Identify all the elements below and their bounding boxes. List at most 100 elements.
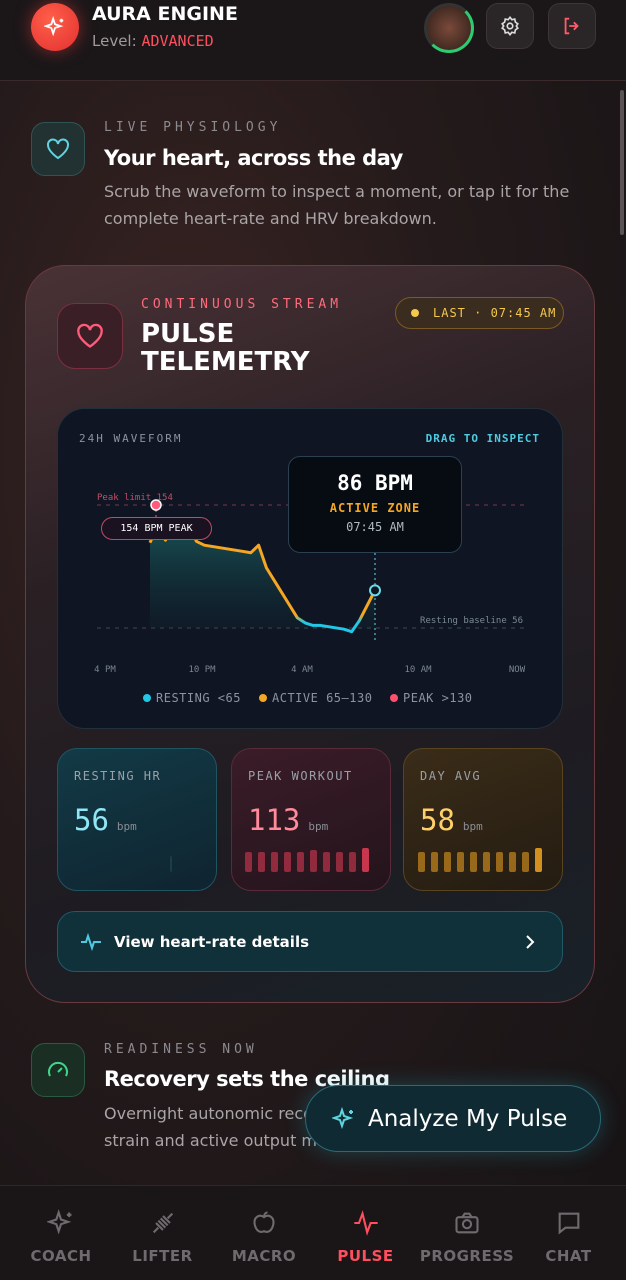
- x-tick-label: NOW: [509, 665, 526, 675]
- stat-value: 113 bpm: [248, 803, 328, 837]
- badge-text: LAST · 07:45 AM: [433, 306, 557, 320]
- stat-bar: [496, 852, 503, 872]
- tooltip-zone: ACTIVE ZONE: [329, 501, 421, 515]
- nav-icon: [47, 1209, 72, 1235]
- legend-dot: [390, 694, 398, 702]
- tooltip: 86 BPM ACTIVE ZONE 07:45 AM: [288, 456, 462, 553]
- app-title: AURA ENGINE: [92, 3, 238, 25]
- legend-label: ACTIVE 65–130: [272, 691, 372, 705]
- stat-value: 56 bpm: [74, 803, 137, 837]
- stat-bar: [444, 852, 451, 872]
- stat-bar: [310, 850, 317, 872]
- nav-label: LIFTER: [132, 1247, 193, 1265]
- avatar[interactable]: [424, 3, 474, 53]
- x-tick-label: 4 AM: [291, 665, 313, 675]
- peak-marker: [150, 499, 162, 511]
- nav-icon: [455, 1212, 479, 1234]
- chevron: [526, 935, 535, 949]
- stat-label: RESTING HR: [74, 769, 162, 783]
- stat-bar: [284, 852, 291, 872]
- stat-bar: [457, 852, 464, 872]
- stat-bar: [483, 852, 490, 872]
- logo: [31, 3, 79, 51]
- nav-icon: [253, 1211, 275, 1233]
- level-value: ADVANCED: [141, 32, 214, 50]
- card-eyebrow: CONTINUOUS STREAM: [141, 297, 343, 312]
- baseline-label: Resting baseline 56: [420, 616, 523, 626]
- analyze-label: Analyze My Pulse: [368, 1105, 568, 1132]
- intro-icon: [31, 122, 85, 176]
- waveform-label: 24H WAVEFORM: [79, 432, 182, 445]
- stat-bar: [431, 852, 438, 872]
- x-tick-label: 4 PM: [94, 665, 116, 675]
- nav-item[interactable]: CHAT: [517, 1185, 621, 1280]
- stat-number: 56: [74, 803, 109, 837]
- stat-bar: [336, 852, 343, 872]
- waveform-hint[interactable]: DRAG TO INSPECT: [426, 432, 540, 445]
- logout-button[interactable]: [548, 3, 596, 49]
- intro-text: Scrub the waveform to inspect a moment, …: [104, 182, 570, 228]
- stat-number: 58: [420, 803, 455, 837]
- readiness-eyebrow: READINESS NOW: [104, 1042, 258, 1057]
- badge-dot: [411, 309, 419, 317]
- stat-unit: bpm: [462, 820, 483, 833]
- card-icon: [57, 303, 123, 369]
- settings-button[interactable]: [486, 3, 534, 49]
- stat-unit: bpm: [116, 820, 137, 833]
- card-title: PULSE TELEMETRY: [141, 319, 310, 377]
- nav-icon: [558, 1212, 579, 1235]
- stat-bar: [245, 852, 252, 872]
- legend-dot: [143, 694, 151, 702]
- stat-bar: [297, 852, 304, 872]
- stat-bar: [362, 848, 369, 872]
- tooltip-value: 86 BPM: [337, 471, 413, 495]
- intro-eyebrow: LIVE PHYSIOLOGY: [104, 120, 282, 135]
- stat-bars: [170, 848, 542, 872]
- legend-label: PEAK >130: [403, 691, 473, 705]
- nav-item[interactable]: PULSE: [314, 1185, 418, 1280]
- last-badge: LAST · 07:45 AM: [395, 297, 564, 329]
- readiness-line: Overnight autonomic reco: [104, 1104, 313, 1123]
- waveform-chart: 24H WAVEFORM DRAG TO INSPECT Peak limit …: [79, 432, 540, 705]
- details-label: View heart-rate details: [114, 932, 310, 951]
- x-tick-label: 10 AM: [404, 665, 432, 675]
- pulse-icon: [81, 932, 101, 951]
- details-button[interactable]: View heart-rate details: [57, 911, 563, 972]
- bottom-nav: [0, 1185, 626, 1280]
- stat-bar: [509, 852, 516, 872]
- stat-value: 58 bpm: [420, 803, 483, 837]
- nav-label: COACH: [30, 1247, 92, 1265]
- legend-label: RESTING <65: [156, 691, 241, 705]
- cursor-dot: [369, 584, 381, 597]
- nav-icon: [152, 1212, 173, 1234]
- nav-label: MACRO: [231, 1247, 297, 1265]
- nav-item[interactable]: PROGRESS: [415, 1185, 519, 1280]
- level: Level: ADVANCED: [92, 32, 214, 50]
- analyze-button[interactable]: Analyze My Pulse: [305, 1085, 601, 1152]
- stat-number: 113: [248, 803, 301, 837]
- stat-bar: [258, 852, 265, 872]
- stat-bar: [271, 852, 278, 872]
- stat-label: PEAK WORKOUT: [248, 769, 353, 783]
- nav-label: CHAT: [545, 1247, 592, 1265]
- intro-title: Your heart, across the day: [104, 146, 403, 170]
- stat-card[interactable]: RESTING HR 56 bpm: [57, 748, 217, 891]
- tooltip-time: 07:45 AM: [346, 520, 404, 534]
- stat-bar: [418, 852, 425, 872]
- nav-item[interactable]: COACH: [9, 1185, 113, 1280]
- x-tick-label: 10 PM: [188, 665, 216, 675]
- stat-bar: [349, 852, 356, 872]
- level-label: Level:: [92, 32, 137, 50]
- readiness-line: strain and active output ma: [104, 1131, 327, 1150]
- nav-item[interactable]: MACRO: [212, 1185, 316, 1280]
- stat-bar: [470, 852, 477, 872]
- nav-item[interactable]: LIFTER: [111, 1185, 215, 1280]
- readiness-icon: [31, 1043, 85, 1097]
- stat-bar: [323, 852, 330, 872]
- stat-unit: bpm: [308, 820, 329, 833]
- sparkle-icon: [332, 1106, 354, 1129]
- nav-label: PULSE: [337, 1247, 394, 1265]
- stat-bar: [522, 852, 529, 872]
- legend-dot: [259, 694, 267, 702]
- nav-label: PROGRESS: [419, 1247, 515, 1265]
